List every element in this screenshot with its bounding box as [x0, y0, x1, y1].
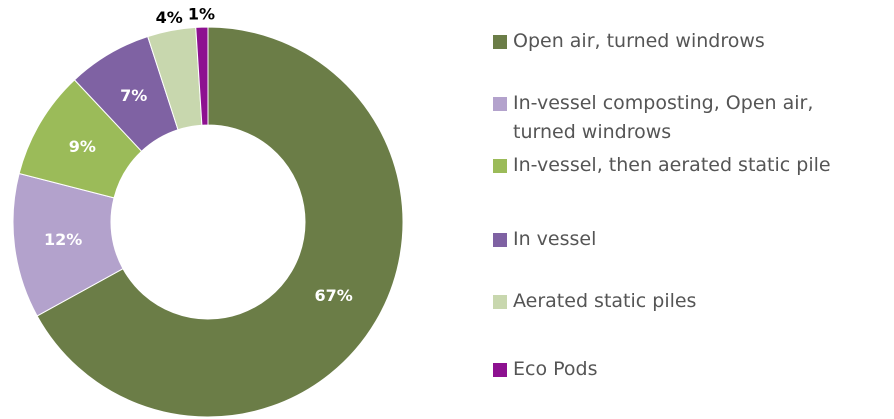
- legend-item: In-vessel composting, Open air, turned w…: [493, 89, 883, 147]
- legend-label: Open air, turned windrows: [513, 30, 765, 52]
- data-label: 1%: [188, 5, 215, 24]
- legend-item: In vessel: [493, 225, 883, 254]
- legend-label: In-vessel composting, Open air, turned w…: [513, 92, 814, 143]
- legend-item: Eco Pods: [493, 355, 883, 384]
- donut-segment: [36, 26, 404, 418]
- data-label: 12%: [44, 230, 82, 249]
- legend-label: In vessel: [513, 228, 597, 250]
- data-label: 7%: [120, 86, 147, 105]
- legend-item: In-vessel, then aerated static pile: [493, 151, 883, 180]
- data-label: 9%: [69, 137, 96, 156]
- legend-label: Eco Pods: [513, 358, 598, 380]
- legend-swatch: [493, 363, 507, 377]
- data-label: 67%: [315, 286, 353, 305]
- legend-swatch: [493, 233, 507, 247]
- legend-item: Aerated static piles: [493, 287, 883, 316]
- legend-swatch: [493, 295, 507, 309]
- legend-item: Open air, turned windrows: [493, 27, 883, 56]
- legend-swatch: [493, 97, 507, 111]
- donut-segment: [195, 26, 209, 126]
- legend-label: Aerated static piles: [513, 290, 697, 312]
- legend-swatch: [493, 159, 507, 173]
- legend-swatch: [493, 35, 507, 49]
- data-label: 4%: [156, 8, 183, 27]
- legend-label: In-vessel, then aerated static pile: [513, 154, 831, 176]
